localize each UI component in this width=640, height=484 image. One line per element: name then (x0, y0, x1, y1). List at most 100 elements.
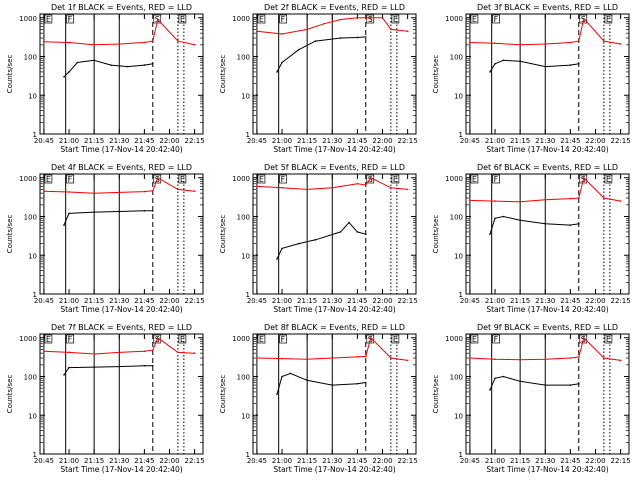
data-point-lld (619, 200, 622, 202)
data-point-lld (93, 353, 95, 355)
y-tick-label: 100 (450, 374, 463, 382)
y-tick-label: 1000 (19, 175, 37, 183)
marker-label: E (393, 15, 398, 24)
data-point-lld (356, 356, 359, 358)
data-point-lld (356, 182, 359, 185)
x-tick-label: 21:45 (347, 297, 367, 305)
data-point-lld (582, 176, 585, 179)
data-point-events (281, 61, 283, 64)
marker-flag (470, 14, 479, 24)
marker-label: E (259, 335, 264, 344)
data-point-lld (519, 44, 521, 46)
y-tick-label: 100 (24, 374, 37, 382)
data-point-lld (494, 358, 496, 360)
x-tick-label: 20:45 (34, 137, 54, 145)
data-point-lld (577, 197, 580, 199)
plot-frame (465, 13, 630, 135)
data-point-lld (582, 17, 585, 20)
data-point-lld (603, 197, 605, 199)
panel-title: Det 3f BLACK = Events, RED = LLD (477, 3, 618, 12)
x-tick-label: 21:45 (347, 457, 367, 465)
data-point-events (569, 224, 572, 226)
data-point-events (276, 393, 278, 395)
x-axis-label: Start Time (17-Nov-14 20:42:40) (60, 145, 182, 154)
x-tick-label: 22:00 (585, 457, 605, 465)
data-point-lld (43, 40, 45, 43)
data-point-lld (603, 40, 605, 42)
data-point-events (502, 375, 505, 378)
x-tick-label: 21:15 (297, 297, 317, 305)
x-tick-label: 22:15 (398, 457, 418, 465)
y-tick-label: 1000 (232, 15, 250, 23)
data-point-events (63, 224, 65, 226)
y-tick-label: 1 (459, 131, 463, 139)
panel-title: Det 1f BLACK = Events, RED = LLD (51, 3, 192, 12)
x-tick-label: 21:00 (485, 297, 505, 305)
x-tick-label: 20:45 (247, 297, 267, 305)
x-axis-label: Start Time (17-Nov-14 20:42:40) (273, 305, 395, 314)
marker-label: E (259, 15, 264, 24)
marker-flag (178, 174, 187, 184)
x-tick-label: 21:15 (84, 297, 104, 305)
data-point-events (577, 222, 580, 225)
panel-det-5: Det 5f BLACK = Events, RED = LLD Counts/s… (219, 163, 418, 314)
x-tick-label: 21:30 (109, 137, 129, 145)
data-point-events (519, 219, 521, 222)
data-point-lld (281, 357, 283, 360)
data-point-lld (544, 198, 547, 201)
x-tick-label: 21:00 (272, 137, 292, 145)
data-point-lld (369, 176, 372, 179)
marker-label: E (606, 15, 611, 24)
panel-title: Det 5f BLACK = Events, RED = LLD (264, 163, 405, 172)
data-point-events (364, 233, 367, 235)
data-point-lld (93, 192, 95, 194)
data-point-events (502, 59, 505, 62)
data-point-lld (306, 358, 308, 360)
plot-frame (252, 333, 417, 455)
data-point-lld (68, 351, 70, 354)
x-tick-label: 22:00 (159, 137, 179, 145)
y-tick-label: 1000 (232, 335, 250, 343)
data-point-events (339, 231, 342, 233)
marker-label: F (281, 335, 286, 344)
marker-label: E (606, 175, 611, 184)
series-line-lld (256, 17, 408, 35)
y-tick-label: 10 (241, 412, 250, 420)
x-tick-label: 22:00 (372, 457, 392, 465)
series-line-events (489, 375, 579, 391)
x-tick-label: 20:45 (34, 297, 54, 305)
x-tick-label: 21:15 (510, 297, 530, 305)
marker-flag (492, 14, 501, 24)
panel-title: Det 4f BLACK = Events, RED = LLD (51, 163, 192, 172)
data-point-lld (151, 40, 154, 42)
x-tick-label: 20:45 (34, 457, 54, 465)
y-axis-label: Counts/sec (219, 215, 227, 254)
marker-label: E (472, 175, 477, 184)
data-point-lld (494, 200, 496, 202)
x-tick-label: 21:45 (560, 297, 580, 305)
y-axis-label: Counts/sec (219, 375, 227, 414)
data-point-lld (381, 16, 384, 19)
y-axis-label: Counts/sec (219, 55, 227, 94)
marker-label: F (68, 175, 73, 184)
data-point-lld (519, 358, 521, 361)
marker-label: F (494, 175, 499, 184)
x-axis-label: Start Time (17-Nov-14 20:42:40) (486, 465, 608, 474)
data-point-lld (569, 357, 572, 359)
marker-label: F (494, 335, 499, 344)
data-point-lld (281, 187, 283, 189)
series-line-events (276, 221, 366, 260)
y-tick-label: 1 (33, 451, 37, 459)
data-point-lld (331, 357, 334, 359)
x-tick-label: 21:30 (535, 457, 555, 465)
data-point-lld (193, 44, 196, 46)
data-point-events (63, 374, 65, 376)
data-point-events (68, 366, 70, 369)
data-point-lld (569, 197, 572, 200)
panel-title: Det 9f BLACK = Events, RED = LLD (477, 323, 618, 332)
x-tick-label: 21:15 (84, 457, 104, 465)
panel-det-8: Det 8f BLACK = Events, RED = LLD Counts/s… (219, 323, 418, 474)
marker-flag (44, 14, 53, 24)
x-tick-label: 21:00 (272, 297, 292, 305)
